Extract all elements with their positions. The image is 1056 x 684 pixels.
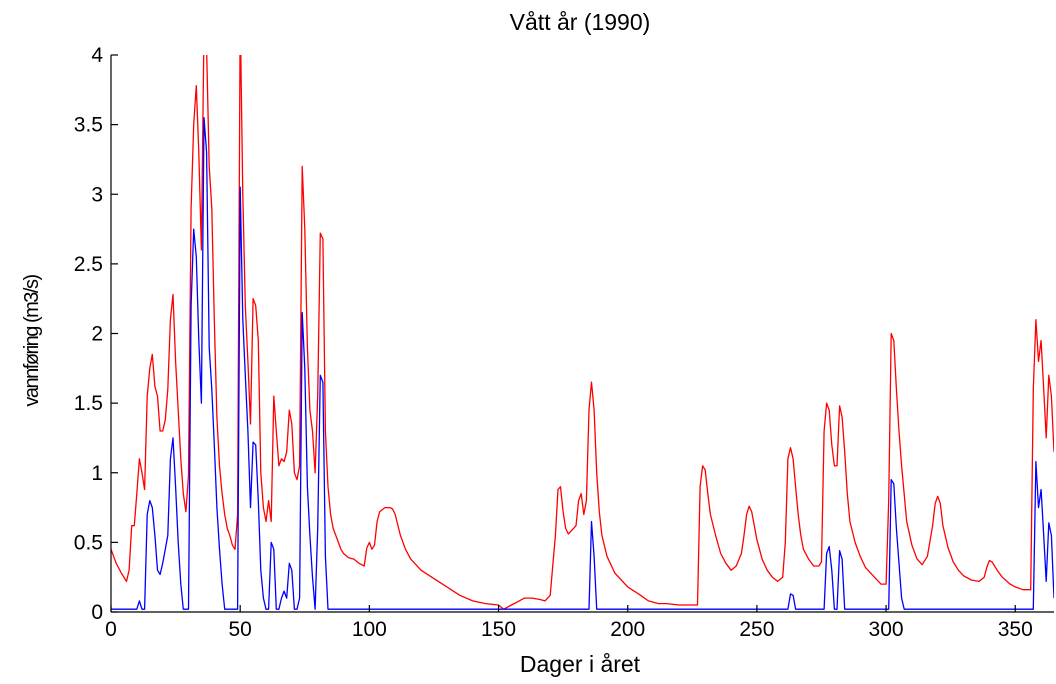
x-tick-label: 300 bbox=[869, 618, 904, 641]
x-tick-label: 250 bbox=[739, 618, 774, 641]
series-line-1 bbox=[111, 55, 1054, 610]
x-tick-label: 100 bbox=[352, 618, 387, 641]
y-tick-label: 1.5 bbox=[74, 392, 103, 415]
y-tick-label: 2 bbox=[91, 323, 103, 346]
y-tick-label: 0 bbox=[91, 601, 103, 624]
x-tick-label: 200 bbox=[610, 618, 645, 641]
y-tick-label: 4 bbox=[91, 44, 103, 67]
y-tick-label: 3.5 bbox=[74, 114, 103, 137]
x-tick-label: 50 bbox=[228, 618, 251, 641]
x-axis-label: Dager i året bbox=[520, 651, 641, 677]
series-line-2 bbox=[111, 117, 1054, 610]
x-tick-label: 0 bbox=[105, 618, 117, 641]
y-axis-label: vannføring (m3/s) bbox=[21, 275, 43, 407]
axes: 0 50 100 150 200 250 300 350 0 0.5 1 1.5 2 2.5 3 3.5 4 bbox=[74, 44, 1054, 641]
x-tick-label: 350 bbox=[998, 618, 1033, 641]
series-layer bbox=[111, 55, 1054, 610]
y-tick-label: 2.5 bbox=[74, 253, 103, 276]
chart-title: Vått år (1990) bbox=[510, 9, 651, 35]
x-tick-label: 150 bbox=[481, 618, 516, 641]
y-tick-label: 0.5 bbox=[74, 531, 103, 554]
y-tick-label: 3 bbox=[91, 183, 103, 206]
y-tick-label: 1 bbox=[91, 462, 103, 485]
